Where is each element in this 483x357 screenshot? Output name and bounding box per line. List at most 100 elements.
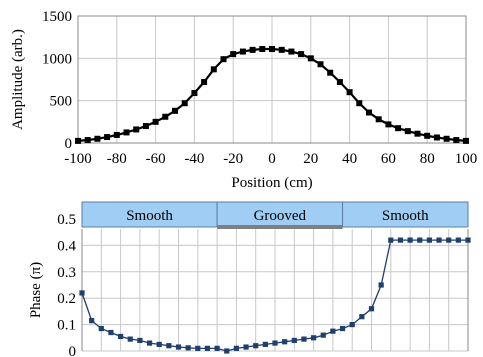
bottom-ytick-label: 0.2 — [57, 291, 76, 307]
top-xtick-label: -80 — [107, 151, 127, 167]
grooved-underline — [217, 225, 343, 229]
amplitude-point — [239, 48, 246, 55]
amplitude-point — [298, 51, 305, 58]
phase-point — [320, 332, 326, 338]
phase-point — [301, 336, 307, 342]
phase-point — [282, 339, 288, 345]
bottom-ytick-label: 0.5 — [57, 212, 76, 228]
top-xtick-label: 0 — [268, 151, 276, 167]
region-label-2: Smooth — [382, 208, 429, 224]
phase-point — [397, 237, 404, 243]
phase-point — [407, 237, 413, 243]
amplitude-point — [307, 55, 314, 62]
phase-point — [224, 348, 230, 354]
phase-point — [253, 343, 259, 349]
top-xtick-label: 20 — [303, 151, 318, 167]
top-y-axis-label: Amplitude (arb.) — [10, 29, 26, 130]
phase-point — [436, 237, 442, 243]
bottom-y-axis-label: Phase (π) — [28, 262, 44, 318]
phase-point — [272, 340, 278, 346]
amplitude-point — [404, 128, 411, 135]
phase-point — [233, 345, 239, 351]
amplitude-point — [220, 56, 227, 63]
amplitude-point — [84, 137, 91, 144]
phase-point — [446, 237, 452, 243]
phase-point — [214, 345, 220, 351]
amplitude-point — [453, 137, 460, 144]
bottom-ytick-label: 0 — [69, 344, 77, 357]
phase-point — [262, 341, 268, 347]
amplitude-point — [249, 46, 256, 53]
phase-point — [166, 343, 172, 349]
top-xtick-label: -100 — [64, 151, 92, 167]
bottom-ytick-label: 0.4 — [57, 238, 76, 254]
phase-point — [388, 237, 394, 243]
amplitude-point — [424, 132, 431, 139]
amplitude-point — [278, 46, 285, 53]
top-xtick-label: 60 — [381, 151, 396, 167]
amplitude-point — [356, 100, 363, 107]
bottom-ytick-label: 0.3 — [57, 265, 76, 281]
amplitude-point — [395, 125, 402, 132]
top-ytick-label: 500 — [50, 94, 73, 110]
phase-point — [127, 336, 133, 342]
amplitude-point — [327, 69, 334, 76]
phase-point — [330, 328, 336, 334]
amplitude-point — [123, 129, 130, 136]
amplitude-point — [317, 61, 324, 68]
amplitude-point — [191, 90, 198, 97]
amplitude-point — [375, 116, 382, 123]
amplitude-point — [94, 135, 101, 142]
amplitude-point — [433, 134, 440, 141]
top-x-axis-label: Position (cm) — [231, 175, 312, 191]
top-xtick-label: -20 — [223, 151, 243, 167]
amplitude-point — [113, 131, 120, 138]
top-ytick-label: 1500 — [42, 9, 72, 25]
phase-point — [417, 237, 423, 243]
amplitude-point — [142, 123, 149, 130]
phase-point — [349, 322, 355, 328]
amplitude-point — [366, 109, 372, 116]
phase-point — [118, 333, 124, 340]
bottom-ytick-label: 0.1 — [57, 318, 76, 334]
amplitude-point — [172, 107, 178, 114]
amplitude-point — [75, 137, 81, 144]
top-plot-frame — [77, 15, 467, 144]
top-xtick-label: -60 — [146, 151, 166, 167]
phase-point — [455, 237, 461, 243]
amplitude-point — [181, 100, 188, 107]
amplitude-point — [443, 135, 450, 142]
phase-point — [339, 325, 346, 332]
amplitude-point — [133, 126, 140, 133]
region-band-2 — [342, 201, 469, 228]
phase-point — [98, 325, 104, 332]
amplitude-point — [230, 51, 237, 58]
region-label-0: Smooth — [126, 208, 173, 224]
region-label-1: Grooved — [254, 208, 307, 224]
phase-point — [465, 237, 471, 243]
top-ytick-label: 1000 — [42, 51, 72, 67]
amplitude-point — [269, 46, 275, 53]
phase-point — [108, 329, 114, 336]
phase-point — [137, 337, 143, 344]
amplitude-point — [210, 66, 217, 73]
phase-point — [291, 337, 297, 344]
phase-point — [243, 344, 249, 350]
top-xtick-label: 100 — [455, 151, 478, 167]
region-band-1 — [216, 201, 344, 228]
amplitude-point — [414, 130, 421, 137]
top-xtick-label: -40 — [184, 151, 204, 167]
phase-point — [368, 306, 375, 312]
amplitude-point — [288, 48, 295, 55]
phase-point — [185, 345, 191, 351]
top-xtick-label: 40 — [342, 151, 357, 167]
amplitude-point — [152, 118, 159, 125]
top-ytick-label: 0 — [65, 136, 73, 152]
phase-point — [311, 335, 317, 341]
amplitude-point — [463, 137, 469, 144]
amplitude-point — [336, 79, 343, 86]
amplitude-point — [346, 89, 353, 96]
phase-point — [359, 314, 365, 320]
